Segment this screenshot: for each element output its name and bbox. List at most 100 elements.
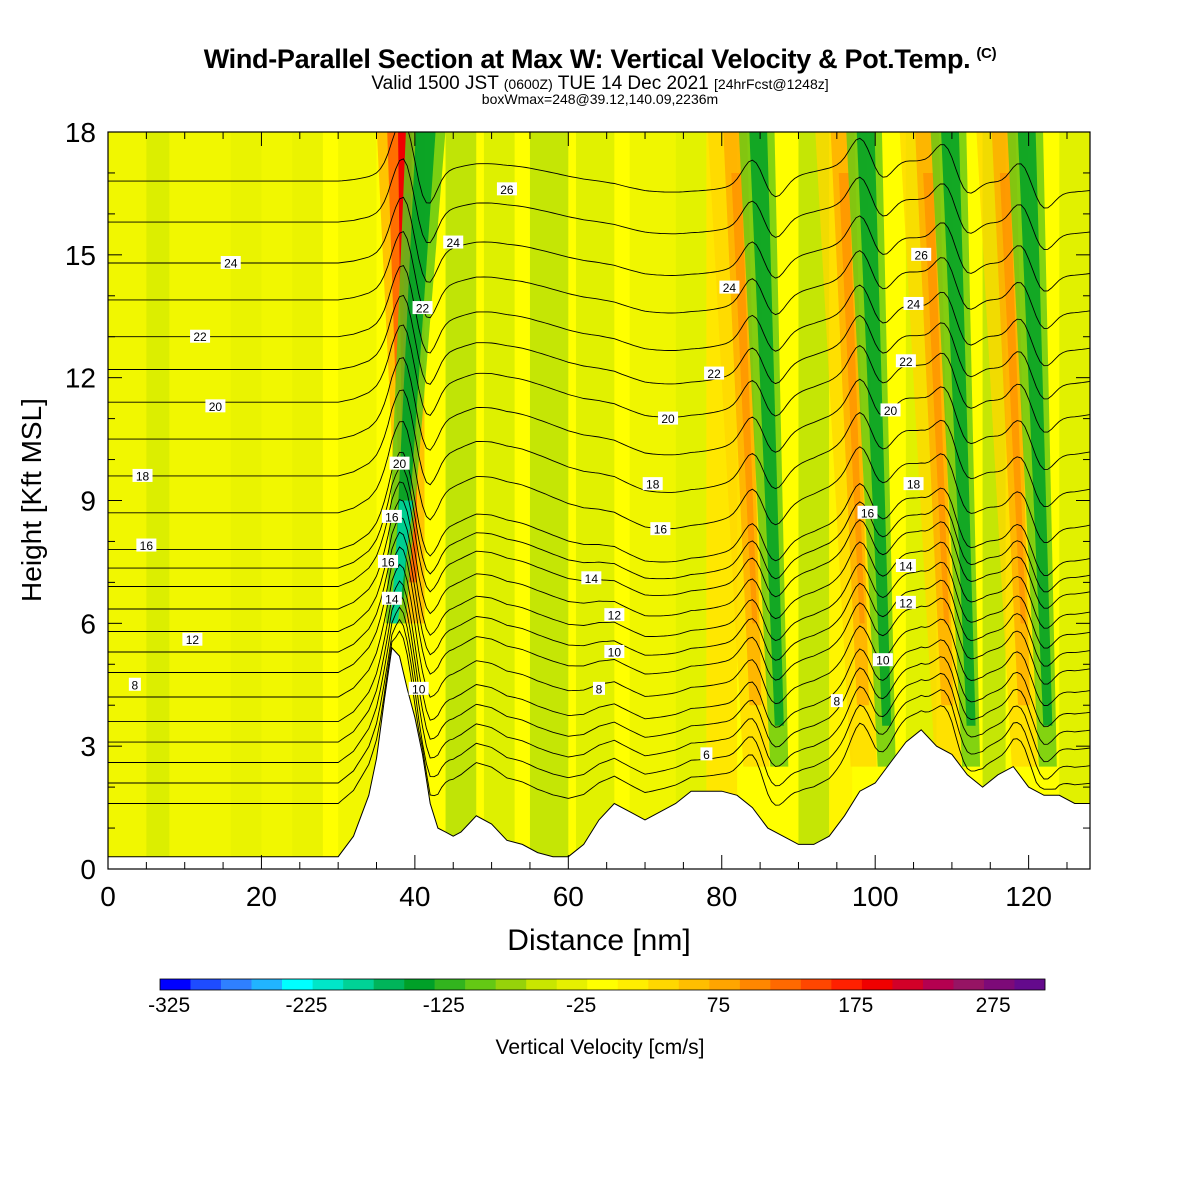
contour-label: 18 [132, 468, 153, 483]
colorbar-swatch [312, 979, 344, 990]
contour-label-text: 22 [416, 302, 430, 316]
colorbar-tick-label: -325 [148, 994, 190, 1017]
isentrope-line [108, 630, 1090, 806]
colorbar-swatch [861, 979, 893, 990]
contour-label-bg [704, 366, 725, 380]
colorbar-tick-label: 75 [707, 994, 730, 1017]
contour-label-text: 10 [876, 654, 890, 668]
velocity-band [146, 132, 170, 869]
downdraft-core [1017, 132, 1053, 726]
contour-label-bg [895, 595, 916, 609]
colorbar-swatch [404, 979, 435, 990]
colorbar-swatch [373, 979, 405, 990]
contour-label: 20 [205, 399, 226, 414]
colorbar: -325 -225 -125 -25 75 175 275 [148, 978, 1046, 1017]
contour-label-text: 12 [899, 596, 913, 610]
isentrope-labels: 8 12 16 18 20 22 24 14 16 16 20 22 24 26 10 14 12 10 8 16 18… [128, 182, 932, 762]
colorbar-swatch [953, 979, 985, 990]
colorbar-tick-label: -225 [285, 994, 327, 1017]
colorbar-swatch [282, 979, 313, 990]
x-tick-label: 20 [246, 881, 277, 912]
contour-label: 22 [895, 354, 916, 369]
contour-label-bg [136, 538, 157, 552]
terrain-area [108, 646, 1090, 869]
colorbar-tick-label: 275 [976, 994, 1011, 1017]
colorbar-swatch [587, 979, 619, 990]
y-tick-label: 18 [65, 117, 96, 148]
contour-label-bg [412, 301, 433, 315]
x-tick-label: 80 [706, 881, 737, 912]
contour-label-bg [581, 571, 602, 585]
contour-label-text: 14 [899, 560, 913, 574]
contour-label-bg [408, 681, 429, 695]
valid-prefix: Valid 1500 JST [371, 73, 499, 94]
contour-label: 8 [593, 681, 605, 696]
contour-label: 16 [381, 509, 402, 524]
velocity-band [675, 132, 707, 869]
contour-label-bg [220, 256, 241, 270]
y-tick-label: 0 [80, 854, 96, 885]
isentrope-line [108, 531, 1090, 667]
contour-label: 8 [830, 694, 843, 709]
contour-label-bg [903, 477, 924, 491]
contour-label: 26 [496, 182, 517, 197]
colorbar-swatch [892, 979, 924, 990]
isentrope-line [108, 606, 1090, 767]
isentrope-line [108, 357, 1090, 470]
isentrope-line [108, 421, 1090, 543]
contour-label-text: 16 [381, 555, 395, 569]
x-tick-label: 60 [553, 881, 584, 912]
contour-label: 12 [895, 595, 916, 610]
contour-label-text: 24 [907, 297, 921, 311]
colorbar-label: Vertical Velocity [cm/s] [495, 1036, 705, 1059]
contour-label: 22 [704, 366, 725, 381]
colorbar-swatch [709, 979, 741, 990]
contour-label-bg [872, 653, 893, 667]
contour-label-bg [604, 644, 625, 658]
contour-label: 12 [182, 632, 203, 647]
colorbar-swatch [617, 979, 649, 990]
isentrope-line [108, 231, 1090, 329]
contour-label-text: 14 [585, 572, 599, 586]
colorbar-swatch [556, 979, 588, 990]
velocity-band [230, 132, 262, 869]
x-tick-label: 40 [399, 881, 430, 912]
contour-label: 20 [880, 403, 901, 418]
contour-label-text: 16 [861, 506, 875, 520]
contour-label-bg [895, 559, 916, 573]
contour-label-bg [205, 399, 226, 413]
contour-label: 10 [604, 644, 625, 659]
isentrope-line [108, 618, 1090, 787]
velocity-band [292, 132, 323, 869]
contour-label-bg [911, 247, 932, 261]
colorbar-swatch [800, 979, 832, 990]
contour-label: 14 [381, 591, 402, 606]
contour-label-text: 8 [833, 695, 840, 709]
colorbar-swatch [739, 979, 771, 990]
contour-label-text: 20 [661, 412, 675, 426]
y-tick-label: 15 [65, 240, 96, 271]
downdraft-core [941, 132, 976, 726]
colorbar-tick-label: 175 [838, 994, 873, 1017]
y-tick-label: 3 [80, 731, 96, 762]
contour-label-bg [719, 280, 740, 294]
contour-label-text: 18 [646, 478, 660, 492]
contour-label-bg [378, 554, 399, 568]
chart-title-text: Wind-Parallel Section at Max W: Vertical… [203, 44, 971, 74]
contour-label: 24 [443, 235, 464, 250]
colorbar-swatch [190, 979, 222, 990]
contour-label-text: 12 [608, 609, 622, 623]
colorbar-swatch [526, 979, 558, 990]
isentrope-line [108, 546, 1090, 685]
isentrope-line [108, 593, 1090, 748]
contour-label: 20 [658, 411, 679, 426]
contour-label-bg [895, 354, 916, 368]
colorbar-swatch [434, 979, 466, 990]
x-tick-label: 0 [100, 881, 116, 912]
contour-label-text: 6 [703, 748, 710, 762]
colorbar-frame [159, 978, 1046, 991]
contour-label-bg [381, 509, 402, 523]
velocity-band [108, 132, 323, 869]
contour-label-text: 26 [500, 183, 514, 197]
velocity-band [483, 132, 515, 869]
